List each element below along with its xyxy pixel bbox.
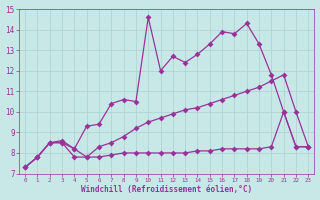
X-axis label: Windchill (Refroidissement éolien,°C): Windchill (Refroidissement éolien,°C) (81, 185, 252, 194)
